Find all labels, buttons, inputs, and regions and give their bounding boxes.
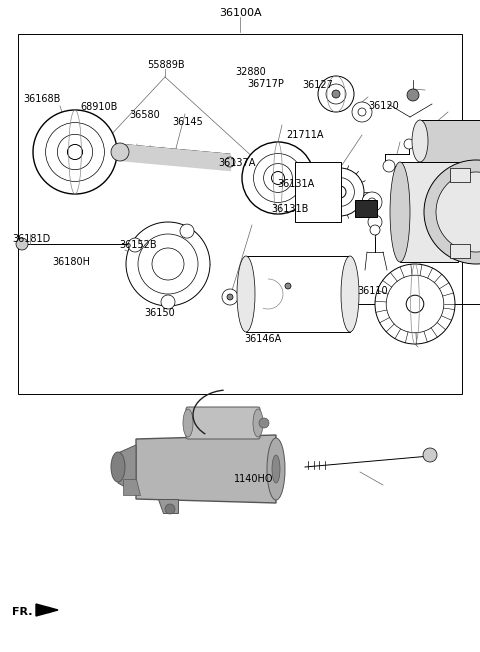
Text: 21711A: 21711A [286,130,324,140]
Circle shape [16,238,28,250]
Circle shape [225,157,235,167]
Circle shape [383,160,395,172]
Circle shape [368,215,382,229]
Ellipse shape [237,256,255,332]
Bar [355,200,377,217]
Text: 1140HO: 1140HO [234,475,274,484]
Circle shape [253,153,302,203]
Text: 68910B: 68910B [81,102,118,112]
Text: 36580: 36580 [130,110,160,120]
Circle shape [318,76,354,112]
Bar [450,168,470,182]
Circle shape [152,248,184,280]
Text: 36150: 36150 [144,308,175,318]
Text: FR.: FR. [12,606,33,617]
Bar [295,162,341,222]
Ellipse shape [111,452,125,482]
Circle shape [334,186,346,198]
Ellipse shape [390,162,410,262]
Text: 36145: 36145 [172,117,203,127]
Circle shape [362,192,382,212]
Circle shape [180,224,194,238]
Ellipse shape [267,438,285,500]
Circle shape [423,448,437,462]
Bar [18,34,462,394]
Bar [400,162,458,262]
Text: 36168B: 36168B [23,95,60,104]
Circle shape [222,289,238,305]
FancyBboxPatch shape [186,407,260,439]
Ellipse shape [253,409,263,437]
Circle shape [326,84,346,104]
Circle shape [128,238,142,252]
Circle shape [67,145,83,160]
Bar [420,120,480,162]
Circle shape [165,504,175,514]
Circle shape [386,275,444,333]
Circle shape [424,160,480,264]
Circle shape [161,295,175,309]
Circle shape [368,198,376,206]
Circle shape [58,134,93,170]
Text: 36717P: 36717P [248,80,285,89]
Circle shape [126,222,210,306]
Bar [246,256,350,332]
Ellipse shape [183,409,193,437]
Circle shape [370,225,380,235]
Text: 36110: 36110 [358,286,388,296]
Circle shape [227,294,233,300]
Polygon shape [158,499,178,513]
Circle shape [316,168,364,216]
Circle shape [242,142,314,214]
Ellipse shape [272,455,280,483]
Circle shape [138,234,198,294]
Circle shape [33,110,117,194]
Circle shape [325,177,354,207]
Text: 36131B: 36131B [271,204,309,214]
Polygon shape [36,604,58,616]
Text: 36100A: 36100A [219,8,261,18]
Circle shape [375,264,455,344]
Text: 32880: 32880 [235,67,266,77]
Text: 36137A: 36137A [218,158,256,168]
Circle shape [352,102,372,122]
Text: 36127: 36127 [302,80,333,90]
Text: 36131A: 36131A [277,179,315,189]
Bar [450,244,470,258]
Text: 36152B: 36152B [119,240,156,250]
Polygon shape [123,479,140,495]
Text: 36180H: 36180H [53,257,91,267]
Polygon shape [118,445,136,493]
Circle shape [190,238,202,250]
Text: 55889B: 55889B [147,60,184,70]
Circle shape [406,295,424,313]
Circle shape [111,143,129,161]
Text: 36181D: 36181D [12,234,50,244]
Polygon shape [136,435,276,503]
Circle shape [264,164,292,192]
Circle shape [259,418,269,428]
Circle shape [407,89,419,101]
Circle shape [332,90,340,98]
Ellipse shape [412,120,428,162]
Text: 36120: 36120 [369,101,399,111]
Text: 36146A: 36146A [245,334,282,344]
Ellipse shape [341,256,359,332]
Circle shape [436,172,480,252]
Circle shape [358,108,366,116]
Circle shape [404,139,414,149]
Circle shape [46,123,105,181]
Circle shape [285,283,291,289]
Circle shape [272,171,285,185]
